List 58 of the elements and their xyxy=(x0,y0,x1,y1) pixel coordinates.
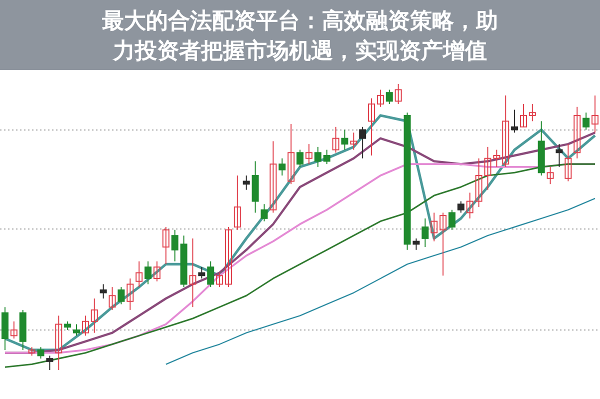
candlestick xyxy=(574,106,581,159)
candlestick xyxy=(466,192,474,219)
candlestick xyxy=(520,104,527,128)
candlestick xyxy=(323,149,330,165)
candlestick xyxy=(73,324,80,336)
candlestick xyxy=(582,112,590,130)
candlestick xyxy=(46,355,54,370)
candlestick xyxy=(412,238,420,250)
candlestick xyxy=(359,126,366,159)
candlestick xyxy=(314,146,322,168)
candlestick xyxy=(90,298,98,334)
candlestick xyxy=(108,286,116,310)
candlestick xyxy=(144,260,152,285)
candlestick xyxy=(118,286,125,305)
candlestick xyxy=(332,126,340,154)
candlestick xyxy=(207,260,214,288)
candlestick xyxy=(100,284,107,299)
candlestick xyxy=(305,144,312,165)
candlestick xyxy=(136,260,143,288)
candlestick xyxy=(546,166,554,185)
candlestick xyxy=(82,315,89,336)
candlestick xyxy=(430,212,438,242)
candlestick xyxy=(242,175,250,190)
candlestick xyxy=(511,109,518,134)
candlestick xyxy=(224,226,232,288)
candlestick xyxy=(528,104,536,122)
candlestick xyxy=(564,144,572,182)
candlestick xyxy=(198,266,206,279)
candlestick xyxy=(556,144,563,168)
candlestick xyxy=(296,149,304,168)
candlestick xyxy=(368,98,376,156)
candlestick xyxy=(448,209,456,230)
candlestick xyxy=(341,129,348,150)
candlestick xyxy=(422,218,429,248)
candlestick xyxy=(216,272,224,288)
candlestick xyxy=(440,212,447,276)
candlestick xyxy=(153,260,160,282)
candlestick xyxy=(189,238,196,308)
candlestick xyxy=(288,124,295,185)
candlestick xyxy=(394,84,402,105)
chart-title: 最大的合法配资平台：高效融资策略，助力投资者把握市场机遇，实现资产增值 xyxy=(101,8,498,64)
candlestick xyxy=(278,158,286,176)
candlestick xyxy=(171,229,178,262)
candlestick xyxy=(162,226,170,265)
candlestick xyxy=(502,94,510,168)
candlestick xyxy=(55,315,62,370)
candlestick xyxy=(457,200,464,214)
candlestick xyxy=(270,140,277,214)
candlestick xyxy=(350,132,358,150)
candlestick xyxy=(126,278,134,310)
candlestick xyxy=(376,89,384,108)
candlestick xyxy=(260,204,268,222)
candlestick xyxy=(493,149,500,168)
candlestick xyxy=(37,346,44,360)
candlestick xyxy=(592,94,598,134)
candlestick xyxy=(386,89,393,105)
candlestick xyxy=(234,175,241,230)
candlestick xyxy=(10,320,18,340)
